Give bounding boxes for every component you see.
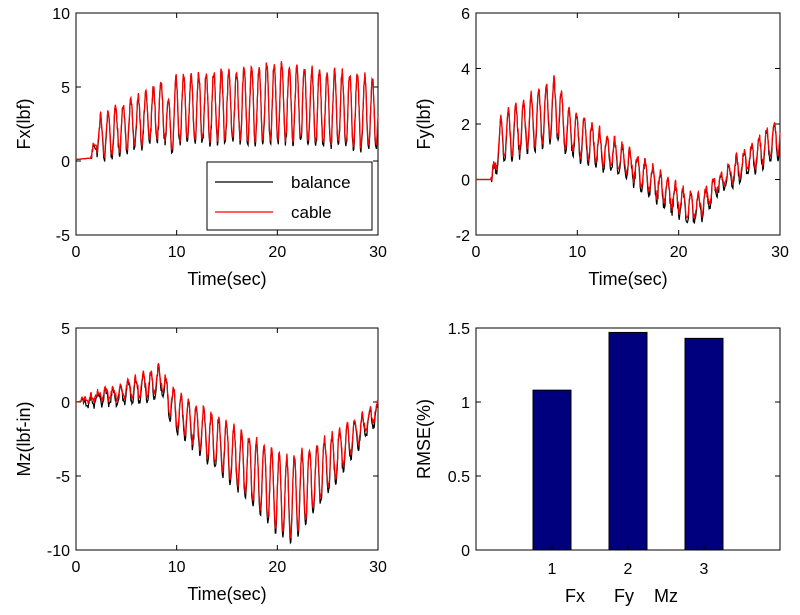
fx-ytick-label: -5 xyxy=(56,228,70,245)
rmse-ytick-label: 0 xyxy=(461,543,470,560)
mz-xtick-label: 0 xyxy=(72,559,81,576)
fx-ytick-label: 5 xyxy=(61,80,70,97)
fy-ylabel: Fy(lbf) xyxy=(414,99,434,150)
mz-xtick-label: 20 xyxy=(268,559,286,576)
fx-ytick-label: 0 xyxy=(61,154,70,171)
mz-series-cable xyxy=(75,362,379,540)
rmse-xtick-label: 1 xyxy=(548,561,557,578)
mz-series-balance xyxy=(75,364,379,545)
legend-label-balance: balance xyxy=(291,173,351,192)
mz-xtick-label: 30 xyxy=(369,559,387,576)
fy-xlabel: Time(sec) xyxy=(588,269,667,289)
fy-ytick-label: 0 xyxy=(461,173,470,190)
bar-Fy xyxy=(608,331,648,551)
fx-xtick-label: 0 xyxy=(72,244,81,261)
fy-ytick-label: 4 xyxy=(461,62,470,79)
fx-ytick-label: 10 xyxy=(52,6,70,23)
fy-xtick-label: 10 xyxy=(568,244,586,261)
fx-xtick-label: 20 xyxy=(268,244,286,261)
mz-ytick-label: 5 xyxy=(61,321,70,338)
bar-Fx xyxy=(532,389,572,551)
rmse-xtick-label: 2 xyxy=(624,561,633,578)
mz-xtick-label: 10 xyxy=(168,559,186,576)
mz-axes-box xyxy=(75,327,379,551)
category-name-Fx: Fx xyxy=(565,586,585,606)
fx-xtick-label: 10 xyxy=(168,244,186,261)
bar-Mz xyxy=(684,337,724,551)
fx-xlabel: Time(sec) xyxy=(187,269,266,289)
legend-label-cable: cable xyxy=(291,203,332,222)
mz-ytick-label: -5 xyxy=(56,469,70,486)
fy-xtick-label: 30 xyxy=(771,244,789,261)
rmse-panel: 0 0.5 1 1.5 RMSE(%) 1 2 3 Fx Fy Mz xyxy=(414,321,781,606)
rmse-ytick-label: 1.5 xyxy=(448,321,470,338)
mz-xlabel: Time(sec) xyxy=(187,584,266,604)
fx-ylabel: Fx(lbf) xyxy=(14,99,34,150)
fy-xtick-label: 0 xyxy=(472,244,481,261)
mz-panel: -10 -5 0 5 0 10 20 30 Time(sec) Mz(lbf-in) xyxy=(14,321,387,604)
legend-box xyxy=(206,161,373,231)
rmse-ytick-label: 0.5 xyxy=(448,469,470,486)
rmse-ytick-label: 1 xyxy=(461,395,470,412)
fy-series-cable xyxy=(476,75,781,219)
fx-xtick-label: 30 xyxy=(369,244,387,261)
fy-ytick-label: 2 xyxy=(461,117,470,134)
fy-ytick-label: -2 xyxy=(456,228,470,245)
rmse-ylabel: RMSE(%) xyxy=(414,399,434,479)
fy-series-balance xyxy=(476,76,781,224)
category-name-Fy: Fy xyxy=(614,586,634,606)
mz-ylabel: Mz(lbf-in) xyxy=(14,402,34,477)
mz-ytick-label: -10 xyxy=(47,543,70,560)
fy-xtick-label: 20 xyxy=(670,244,688,261)
fy-ytick-label: 6 xyxy=(461,6,470,23)
category-name-Mz: Mz xyxy=(654,586,678,606)
fx-series-cable xyxy=(76,61,379,161)
rmse-xtick-label: 3 xyxy=(700,561,709,578)
mz-ytick-label: 0 xyxy=(61,395,70,412)
